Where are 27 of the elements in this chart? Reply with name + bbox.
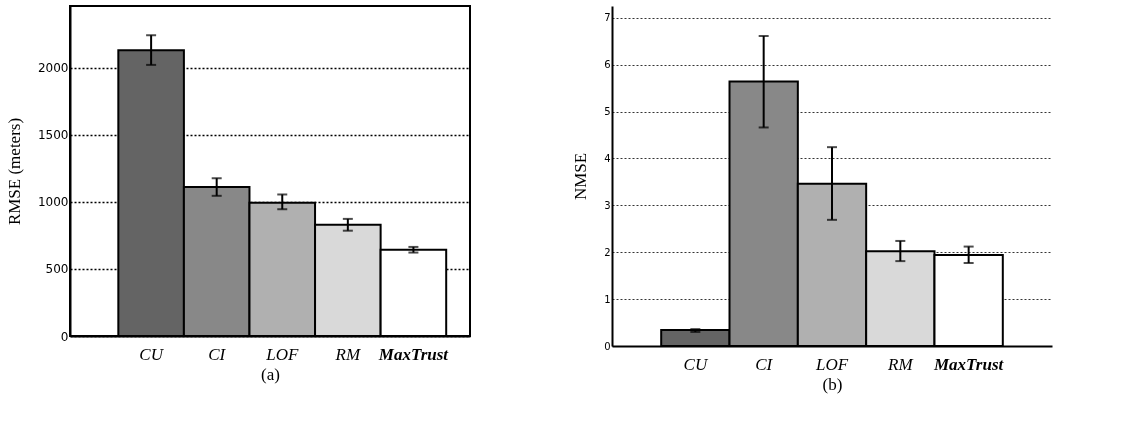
x-tick-label: MaxTrust (933, 354, 1005, 374)
x-tick-label: LOF (265, 344, 299, 364)
y-tick-label: 1 (604, 293, 611, 305)
x-tick-label: CI (755, 354, 774, 374)
y-tick-label: 1500 (37, 128, 69, 143)
y-tick-label: 0 (604, 340, 611, 352)
y-axis-title: RMSE (meters) (4, 117, 24, 226)
x-tick-label: RM (334, 344, 361, 364)
y-tick-label: 2 (604, 246, 611, 258)
x-tick-label: CU (683, 354, 709, 374)
y-tick-label: 2000 (37, 61, 69, 76)
x-tick-label: CU (139, 344, 165, 364)
y-tick-label: 500 (45, 262, 69, 277)
x-axis-title: (b) (822, 374, 843, 394)
y-tick-label: 3 (604, 199, 611, 211)
y-tick-label: 7 (604, 12, 611, 24)
y-tick-label: 5 (604, 106, 611, 118)
y-tick-label: 6 (604, 59, 611, 71)
x-axis-title: (a) (261, 364, 280, 384)
y-tick-label: 0 (60, 329, 69, 344)
y-tick-label: 4 (604, 152, 611, 164)
y-tick-label: 1000 (37, 195, 69, 210)
y-axis-title: NMSE (571, 152, 591, 201)
x-tick-label: MaxTrust (377, 344, 450, 364)
x-tick-label: LOF (814, 354, 849, 374)
x-tick-label: CI (208, 344, 227, 364)
x-tick-label: RM (887, 354, 914, 374)
